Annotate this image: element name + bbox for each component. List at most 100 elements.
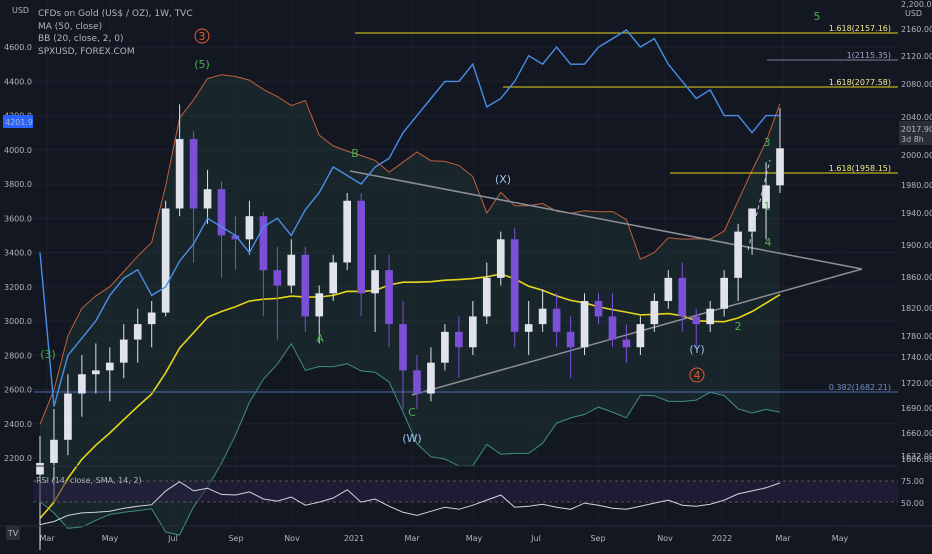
price-badge-right-bg	[899, 121, 932, 145]
wave-label: 2	[735, 320, 742, 333]
candle-body	[315, 293, 324, 317]
candle-body	[524, 324, 533, 332]
candle-body	[175, 139, 184, 209]
candle-body	[287, 254, 296, 286]
candle-body	[468, 316, 477, 348]
candle-body	[455, 331, 463, 348]
candle-body	[427, 362, 435, 394]
candle-body	[678, 277, 687, 317]
x-label: Jul	[530, 534, 541, 543]
candle-body	[385, 270, 393, 325]
fib-label: 1.618(2157.16)	[829, 24, 891, 33]
candle-body	[706, 308, 715, 325]
x-label: Mar	[404, 534, 420, 543]
candle-body	[105, 362, 114, 371]
candle-body	[78, 374, 86, 394]
x-label: Nov	[657, 534, 673, 543]
price-badge-right: 2017.90	[901, 125, 932, 134]
candle-body	[119, 339, 128, 363]
candle-body	[357, 200, 365, 294]
left-tick: 3600.0	[4, 214, 32, 223]
price-badge-right-sub: 3d 8h	[901, 135, 924, 144]
candle-body	[482, 277, 491, 317]
right-tick: 2160.00	[901, 25, 932, 34]
candle-body	[147, 312, 156, 325]
price-badge-left-bg	[3, 115, 33, 128]
right-tick: 2120.00	[901, 52, 932, 61]
bollinger-lower-line	[39, 342, 781, 536]
left-tick: 3800.0	[4, 180, 32, 189]
x-label: Sep	[228, 534, 243, 543]
svg-text:TV: TV	[7, 529, 19, 538]
candle-body	[329, 262, 338, 294]
left-tick: 2600.0	[4, 386, 32, 395]
legend-bb[interactable]: BB (20, close, 2, 0)	[38, 34, 124, 44]
wave-label: 3	[764, 136, 771, 149]
right-tick: 1632.00	[901, 452, 932, 461]
candle-body	[650, 300, 659, 325]
wave-label: 4	[765, 236, 772, 249]
right-tick: 1820.00	[901, 304, 932, 313]
candle-body	[343, 200, 352, 263]
wave-label: (X)	[495, 173, 511, 186]
candle-body	[594, 300, 603, 317]
rsi-line	[39, 481, 781, 526]
wave-label: B	[351, 147, 359, 160]
right-tick: 1740.00	[901, 353, 932, 362]
candle-body	[161, 208, 170, 313]
candle-body	[692, 316, 701, 325]
legend-ma[interactable]: MA (50, close)	[38, 21, 103, 32]
candle-body	[510, 239, 519, 332]
wave-label: A	[316, 332, 324, 345]
left-tick: 2400.0	[4, 420, 32, 429]
right-axis-pane	[898, 0, 932, 550]
rsi-tick: 50.00	[901, 499, 924, 508]
left-tick: 2200.0	[4, 454, 32, 463]
candle-body	[92, 370, 100, 375]
left-axis-pane	[0, 0, 33, 466]
right-tick: 1980.00	[901, 181, 932, 190]
wave-label: (W)	[402, 432, 421, 445]
bollinger-upper-line	[39, 74, 781, 425]
left-tick: 3000.0	[4, 317, 32, 326]
legend-overlay[interactable]: SPXUSD, FOREX.COM	[38, 46, 135, 57]
tradingview-logo-icon[interactable]: TV	[6, 526, 20, 540]
wave-label: 1	[764, 200, 771, 213]
right-tick: 2080.00	[901, 80, 932, 89]
right-tick: 2000.00	[901, 151, 932, 160]
wave-label: (3)	[40, 348, 56, 361]
x-label: Nov	[284, 534, 300, 543]
right-tick: 1720.00	[901, 379, 932, 388]
left-tick: 3400.0	[4, 249, 32, 258]
rsi-tick: 75.00	[901, 477, 924, 486]
x-label: May	[832, 534, 849, 543]
candle-body	[441, 331, 449, 363]
main-pane	[33, 0, 898, 466]
price-badge-left: 4201.9	[5, 118, 33, 127]
fib-label: 0.382(1682.21)	[829, 383, 891, 392]
wave-label: 4	[694, 369, 701, 382]
candle-body	[259, 216, 268, 271]
x-label: Sep	[590, 534, 605, 543]
candle-body	[538, 308, 547, 325]
left-tick: 4400.0	[4, 77, 32, 86]
fib-label: 1.618(1958.15)	[829, 164, 891, 173]
candle-body	[734, 231, 742, 278]
x-label: 2022	[712, 534, 732, 543]
right-tick: 1900.00	[901, 241, 932, 250]
x-label: 2021	[344, 534, 364, 543]
candle-body	[608, 316, 617, 340]
legend: CFDs on Gold (US$ / OZ), 1W, TVC MA (50,…	[38, 8, 193, 58]
candle-body	[748, 208, 756, 232]
right-tick: 2040.00	[901, 113, 932, 122]
right-tick: 1860.00	[901, 273, 932, 282]
candle-body	[636, 324, 645, 348]
wave-label: 3	[199, 30, 206, 43]
legend-symbol[interactable]: CFDs on Gold (US$ / OZ), 1W, TVC	[38, 9, 193, 19]
candle-body	[50, 439, 58, 463]
x-label: May	[102, 534, 119, 543]
candle-body	[762, 185, 770, 209]
wave-label: C	[408, 406, 416, 419]
